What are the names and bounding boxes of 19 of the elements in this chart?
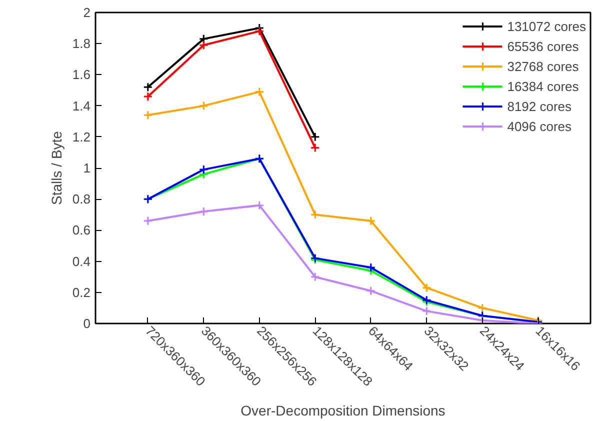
legend-label: 4096 cores [507,118,572,134]
y-tick-label: 1 [83,160,91,176]
y-tick-label: 1.8 [72,36,91,52]
y-tick-label: 0.8 [72,192,91,207]
y-tick-label: 0.2 [72,284,91,300]
y-tick-label: 1.6 [72,67,91,82]
legend-label: 65536 cores [507,38,579,54]
y-tick-label: 0.4 [72,254,91,269]
legend-label: 16384 cores [507,78,579,94]
x-axis-title: Over-Decomposition Dimensions [240,402,446,418]
legend-label: 32768 cores [507,58,579,74]
y-tick-label: 1.4 [72,98,91,114]
y-axis-title: Stalls / Byte [48,130,64,205]
y-tick-label: 1.2 [72,129,91,144]
legend-label: 8192 cores [507,98,572,114]
y-tick-label: 0 [83,316,91,331]
y-tick-label: 0.6 [72,222,91,238]
y-tick-label: 2 [83,5,91,20]
legend-label: 131072 cores [507,18,586,34]
